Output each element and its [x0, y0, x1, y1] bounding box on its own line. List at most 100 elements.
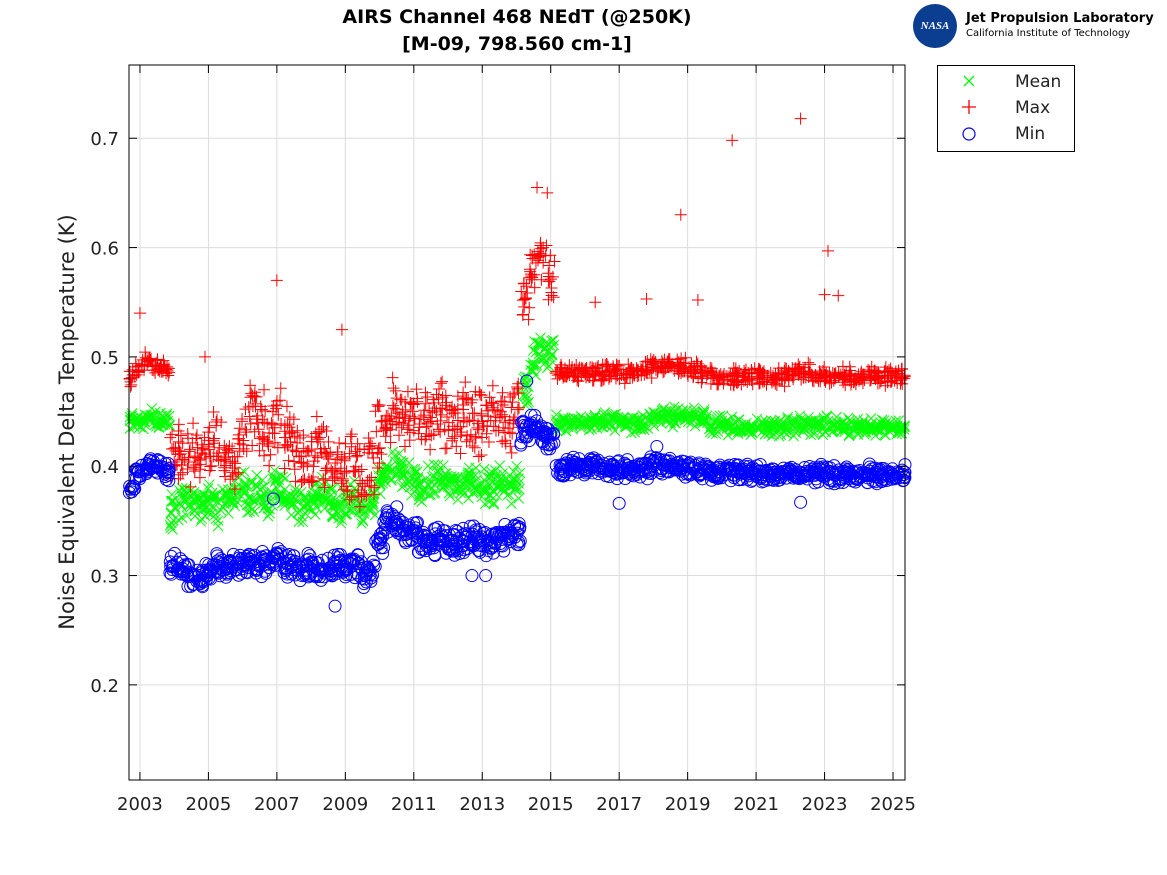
mean-point	[285, 499, 297, 511]
max-point	[407, 398, 420, 411]
mean-point	[511, 460, 523, 472]
mean-point	[644, 408, 656, 420]
x-tick-label: 2017	[596, 794, 642, 815]
mean-point	[166, 517, 177, 529]
mean-point	[530, 346, 542, 358]
max-point	[384, 436, 397, 449]
mean-point	[289, 484, 301, 495]
mean-point	[423, 489, 435, 501]
mean-point	[204, 479, 215, 490]
mean-point	[789, 422, 801, 434]
mean-point	[670, 417, 682, 429]
mean-point	[527, 357, 539, 369]
max-point	[433, 382, 446, 395]
max-point	[244, 379, 257, 392]
mean-point	[488, 497, 499, 509]
max-point	[475, 407, 488, 420]
mean-point	[161, 410, 172, 422]
mean-point	[138, 419, 150, 430]
mean-point	[375, 488, 386, 500]
x-tick-label: 2009	[322, 794, 368, 815]
min-point	[650, 440, 664, 454]
max-point	[726, 134, 739, 147]
mean-point	[174, 498, 186, 510]
mean-point	[637, 423, 649, 434]
max-point	[207, 405, 220, 418]
y-tick-label: 0.3	[90, 567, 119, 588]
mean-point	[400, 467, 412, 478]
max-point	[258, 416, 271, 429]
mean-point	[441, 470, 453, 482]
mean-point	[664, 408, 676, 420]
max-point	[460, 415, 473, 428]
mean-point	[185, 499, 196, 511]
mean-point	[303, 499, 314, 510]
mean-point	[262, 510, 274, 522]
mean-point	[465, 471, 477, 482]
mean-point	[517, 390, 529, 401]
plus-marker-icon	[962, 100, 976, 114]
max-point	[410, 383, 423, 396]
mean-point	[787, 414, 798, 426]
max-point	[344, 430, 357, 443]
mean-point	[280, 472, 292, 484]
mean-point	[675, 408, 687, 420]
mean-point	[697, 407, 709, 418]
mean-point	[514, 467, 526, 479]
mean-point	[541, 336, 553, 348]
mean-point	[165, 496, 177, 507]
mean-point	[285, 489, 297, 501]
legend: Mean Max Min	[937, 65, 1075, 152]
mean-point	[173, 514, 184, 526]
mean-point	[276, 489, 287, 501]
max-point	[264, 448, 277, 461]
mean-point	[340, 492, 352, 503]
mean-point	[222, 507, 234, 519]
mean-point	[575, 418, 587, 430]
mean-point	[250, 494, 262, 505]
mean-point	[527, 345, 539, 356]
max-point	[528, 281, 541, 294]
mean-point	[181, 510, 193, 521]
mean-point	[212, 520, 224, 532]
mean-point	[336, 514, 348, 526]
mean-point	[494, 460, 506, 472]
mean-point	[258, 481, 270, 492]
max-point	[516, 308, 529, 321]
max-point	[280, 400, 293, 413]
mean-point	[167, 524, 178, 535]
x-tick-label: 2011	[391, 794, 437, 815]
max-point	[547, 291, 560, 304]
jpl-logo: NASA Jet Propulsion Laboratory Californi…	[913, 4, 1163, 50]
max-point	[436, 375, 449, 388]
min-point	[328, 599, 342, 613]
max-point	[124, 380, 137, 393]
max-point	[475, 448, 488, 461]
max-point	[794, 112, 807, 125]
max-point	[295, 475, 308, 488]
mean-point	[413, 494, 425, 505]
max-point	[439, 389, 452, 402]
mean-point	[551, 409, 562, 421]
logo-line-1: Jet Propulsion Laboratory	[966, 11, 1154, 26]
series-max	[123, 112, 911, 513]
max-point	[268, 427, 281, 440]
x-tick-label: 2013	[459, 794, 505, 815]
mean-point	[407, 463, 419, 475]
mean-point	[367, 501, 379, 512]
max-point	[474, 388, 487, 401]
x-tick-label: 2025	[870, 794, 916, 815]
mean-point	[357, 515, 369, 527]
mean-point	[687, 411, 699, 423]
title-line-2: [M-09, 798.560 cm-1]	[402, 33, 632, 55]
max-point	[486, 379, 499, 392]
mean-point	[689, 420, 701, 432]
y-tick-label: 0.5	[90, 348, 119, 369]
mean-point	[356, 503, 368, 515]
mean-point	[499, 484, 511, 496]
y-tick-label: 0.7	[90, 129, 119, 150]
max-point	[412, 427, 425, 440]
mean-point	[443, 488, 455, 499]
max-point	[541, 186, 554, 199]
mean-point	[414, 477, 426, 489]
